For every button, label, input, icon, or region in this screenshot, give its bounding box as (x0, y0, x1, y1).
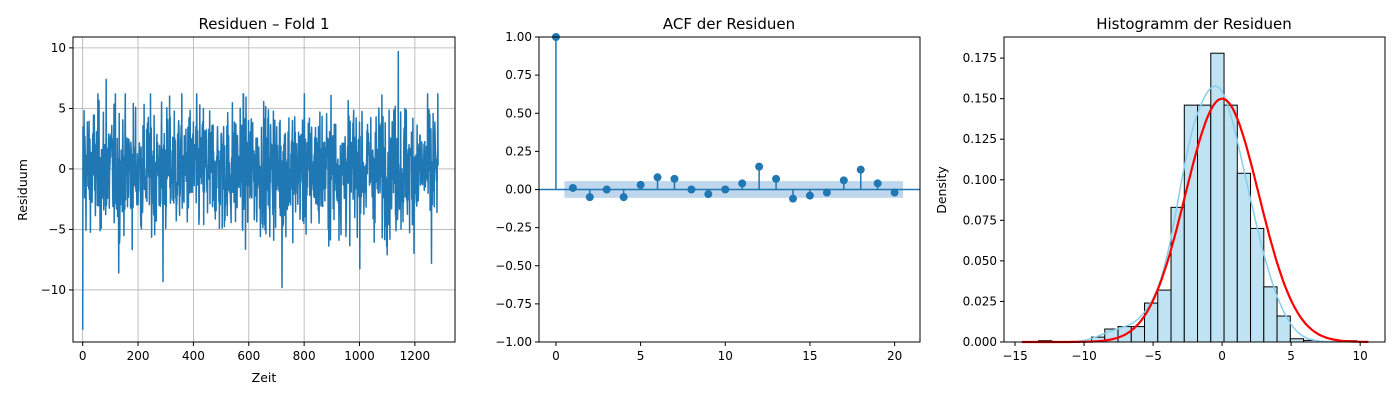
histogram-bar (1236, 172, 1252, 343)
panel1-xtick-label: 600 (237, 349, 260, 363)
panel1-ylabel: Residuum (15, 159, 30, 221)
acf-point (585, 193, 594, 202)
panel2-xtick-label: 20 (887, 349, 902, 363)
panel2-xtick-label: 10 (718, 349, 733, 363)
panel2-ytick-label: 1.00 (505, 30, 532, 44)
acf-point (755, 162, 764, 171)
panel2-xtick-label: 5 (637, 349, 645, 363)
panel2-ytick-label: −0.75 (495, 297, 532, 311)
panel3-xtick-label: 0 (1218, 349, 1226, 363)
panel3-xtick-label: 10 (1353, 349, 1368, 363)
panel1-ytick-label: 5 (58, 101, 66, 115)
histogram-bar (1210, 52, 1225, 343)
panel1-xtick-label: 200 (127, 349, 150, 363)
residual-series-line (81, 50, 439, 330)
acf-point (619, 193, 628, 202)
panel2-ytick-label: 0.00 (505, 183, 532, 197)
acf-point (602, 185, 611, 194)
panel1-ytick-label: −10 (41, 283, 66, 297)
panel1-ytick-label: 10 (51, 41, 66, 55)
panel3-ytick-label: 0.125 (963, 132, 997, 146)
panel2-ytick-label: 0.25 (505, 144, 532, 158)
acf-point (890, 188, 899, 197)
panel2-ytick-label: 0.50 (505, 106, 532, 120)
panel3-ytick-label: 0.100 (963, 173, 997, 187)
panel1-xtick-label: 1200 (400, 349, 431, 363)
histogram-panel: Histogramm der Residuen Density −15 −10 −5… (934, 15, 1386, 363)
panel1-ytick-label: 0 (58, 162, 66, 176)
panel2-ticks: 0 5 10 15 20 −1.00 −0.75 −0.50 −0.25 0.00 0.25 0.50… (495, 30, 902, 363)
panel3-ylabel: Density (934, 166, 949, 214)
acf-point (568, 183, 577, 192)
panel3-ticks: −15 −10 −5 0 5 10 0.000 0.025 0.050 0.075 0.100 0.1… (963, 51, 1368, 363)
panel1-xtick-label: 1000 (344, 349, 375, 363)
histogram-bar (1183, 104, 1199, 343)
residual-line-panel: Residuen – Fold 1 Zeit Residuum 0 200 400 6… (15, 15, 456, 385)
panel1-series (81, 50, 439, 330)
panel2-frame (538, 36, 921, 343)
panel3-bars (1038, 52, 1358, 343)
panel2-ytick-label: −0.25 (495, 221, 532, 235)
panel3-xtick-label: −15 (1002, 349, 1027, 363)
panel2-marks (539, 33, 920, 203)
panel3-xtick-label: −10 (1071, 349, 1096, 363)
acf-point (822, 188, 831, 197)
histogram-bar (1157, 289, 1172, 343)
acf-panel: ACF der Residuen 0 5 10 15 20 −1.00 −0.75 −0.50… (495, 15, 921, 363)
acf-point (636, 180, 645, 189)
acf-point (856, 165, 865, 174)
acf-point (704, 190, 713, 199)
panel3-ytick-label: 0.050 (963, 254, 997, 268)
panel1-ticks: 0 200 400 600 800 1000 1200 −10 −5 0 5 10 (41, 41, 430, 363)
panel3-ytick-label: 0.025 (963, 294, 997, 308)
panel1-xtick-label: 800 (293, 349, 316, 363)
panel3-ytick-label: 0.000 (963, 335, 997, 349)
acf-point (721, 185, 730, 194)
panel2-ytick-label: −1.00 (495, 335, 532, 349)
kde-curve (1077, 85, 1340, 343)
panel1-ytick-label: −5 (48, 222, 66, 236)
histogram-bar (1223, 104, 1238, 343)
acf-point (738, 179, 747, 188)
acf-point (670, 174, 679, 183)
panel3-ytick-label: 0.150 (963, 92, 997, 106)
acf-point (772, 174, 781, 183)
panel1-title: Residuen – Fold 1 (198, 15, 329, 33)
acf-point (839, 176, 848, 185)
panel3-ytick-label: 0.175 (963, 51, 997, 65)
acf-point (789, 194, 797, 203)
panel3-ytick-label: 0.075 (963, 213, 997, 227)
acf-point (873, 179, 882, 188)
panel2-xtick-label: 0 (552, 349, 560, 363)
panel2-ytick-label: −0.50 (495, 259, 532, 273)
acf-point (805, 191, 814, 200)
acf-point (687, 185, 696, 194)
panel1-xtick-label: 0 (79, 349, 87, 363)
acf-point (653, 173, 662, 182)
panel1-xlabel: Zeit (252, 370, 277, 385)
panel2-title: ACF der Residuen (663, 15, 795, 33)
panel3-xtick-label: 5 (1287, 349, 1295, 363)
panel3-title: Histogramm der Residuen (1096, 15, 1292, 33)
panel3-frame (1003, 36, 1386, 343)
panel2-ytick-label: 0.75 (505, 68, 532, 82)
panel2-xtick-label: 15 (802, 349, 817, 363)
panel1-frame (72, 36, 456, 343)
histogram-bar (1263, 286, 1278, 343)
panel1-xtick-label: 400 (182, 349, 205, 363)
panel3-xtick-label: −5 (1144, 349, 1162, 363)
